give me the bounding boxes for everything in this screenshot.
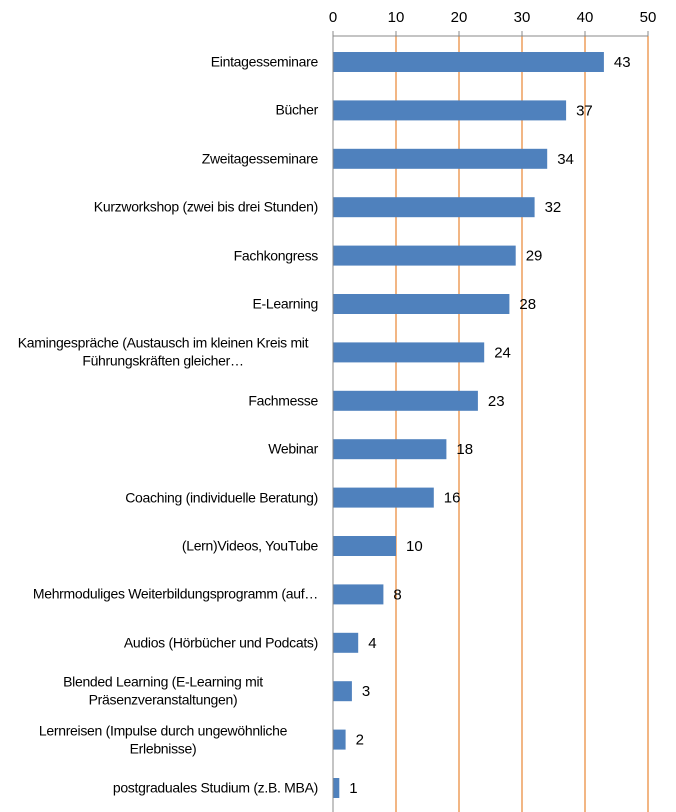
value-label: 23	[488, 393, 505, 410]
value-label: 24	[494, 344, 511, 361]
category-label-box: Webinar	[8, 440, 318, 459]
value-label: 8	[393, 586, 401, 603]
category-label-box: Audios (Hörbücher und Podcats)	[8, 633, 318, 652]
x-tick-label: 50	[640, 9, 657, 26]
category-label: postgraduales Studium (z.B. MBA)	[112, 779, 318, 796]
category-label-box: Zweitagesseminare	[8, 149, 319, 168]
category-label-box: Lernreisen (Impulse durch ungewöhnliche …	[8, 721, 318, 758]
value-label: 29	[526, 248, 543, 265]
value-label: 32	[545, 199, 562, 216]
bar	[333, 729, 346, 750]
x-tick-label: 0	[329, 9, 337, 26]
category-label-box: Coaching (individuelle Beratung)	[8, 488, 318, 507]
value-label: 28	[519, 296, 536, 313]
value-label: 1	[349, 780, 357, 797]
value-label: 3	[362, 683, 370, 700]
category-label: E-Learning	[252, 295, 319, 312]
category-label-box: Mehrmoduliges Weiterbildungsprogramm (au…	[8, 585, 318, 604]
category-label-box: Eintagesseminare	[8, 53, 319, 72]
category-label: Blended Learning (E-Learning mit Präsenz…	[63, 673, 263, 708]
bar	[333, 148, 548, 169]
x-tick-label: 30	[514, 9, 531, 26]
category-label-box: E-Learning	[8, 295, 319, 314]
category-label: Kurzworkshop (zwei bis drei Stunden)	[93, 198, 319, 215]
category-label: Coaching (individuelle Beratung)	[125, 489, 318, 506]
bar	[333, 681, 352, 702]
category-label-box: Bücher	[8, 101, 318, 120]
bar	[333, 197, 535, 218]
value-label: 4	[368, 635, 376, 652]
bar	[333, 342, 485, 363]
x-tick-label: 20	[451, 9, 468, 26]
category-label: Lernreisen (Impulse durch ungewöhnliche …	[38, 722, 288, 757]
bar	[333, 632, 359, 653]
value-label: 10	[406, 538, 423, 555]
bar	[333, 487, 434, 508]
category-label: Eintagesseminare	[210, 53, 319, 70]
category-label: Mehrmoduliges Weiterbildungsprogramm (au…	[32, 585, 318, 602]
x-tick-label: 10	[388, 9, 405, 26]
value-label: 16	[444, 490, 461, 507]
category-label: Kamingespräche (Austausch im kleinen Kre…	[17, 334, 309, 369]
category-label-box: postgraduales Studium (z.B. MBA)	[8, 779, 318, 798]
category-label: Webinar	[268, 440, 318, 457]
value-label: 34	[557, 151, 574, 168]
category-label: (Lern)Videos, YouTube	[181, 537, 318, 554]
category-label: Zweitagesseminare	[201, 150, 319, 167]
category-label-box: Fachmesse	[8, 391, 318, 410]
category-label: Bücher	[275, 101, 318, 118]
bar	[333, 390, 478, 411]
bar	[333, 245, 516, 266]
category-label: Audios (Hörbücher und Podcats)	[123, 634, 318, 651]
bar	[333, 100, 567, 121]
category-label-box: Kurzworkshop (zwei bis drei Stunden)	[8, 198, 319, 217]
value-label: 18	[456, 441, 473, 458]
bar	[333, 439, 447, 460]
bar	[333, 536, 396, 556]
category-label: Fachkongress	[233, 247, 319, 264]
bar	[333, 778, 340, 798]
bar	[333, 584, 384, 605]
x-tick-label: 40	[577, 9, 594, 26]
category-label-box: Blended Learning (E-Learning mit Präsenz…	[8, 673, 318, 710]
bar	[333, 52, 604, 72]
category-label-box: (Lern)Videos, YouTube	[8, 537, 318, 556]
category-label-box: Kamingespräche (Austausch im kleinen Kre…	[8, 334, 318, 371]
value-label: 43	[614, 54, 631, 71]
value-label: 2	[356, 732, 364, 749]
category-label-box: Fachkongress	[8, 246, 319, 265]
category-label: Fachmesse	[248, 392, 318, 409]
bar	[333, 294, 510, 314]
value-label: 37	[576, 102, 593, 119]
